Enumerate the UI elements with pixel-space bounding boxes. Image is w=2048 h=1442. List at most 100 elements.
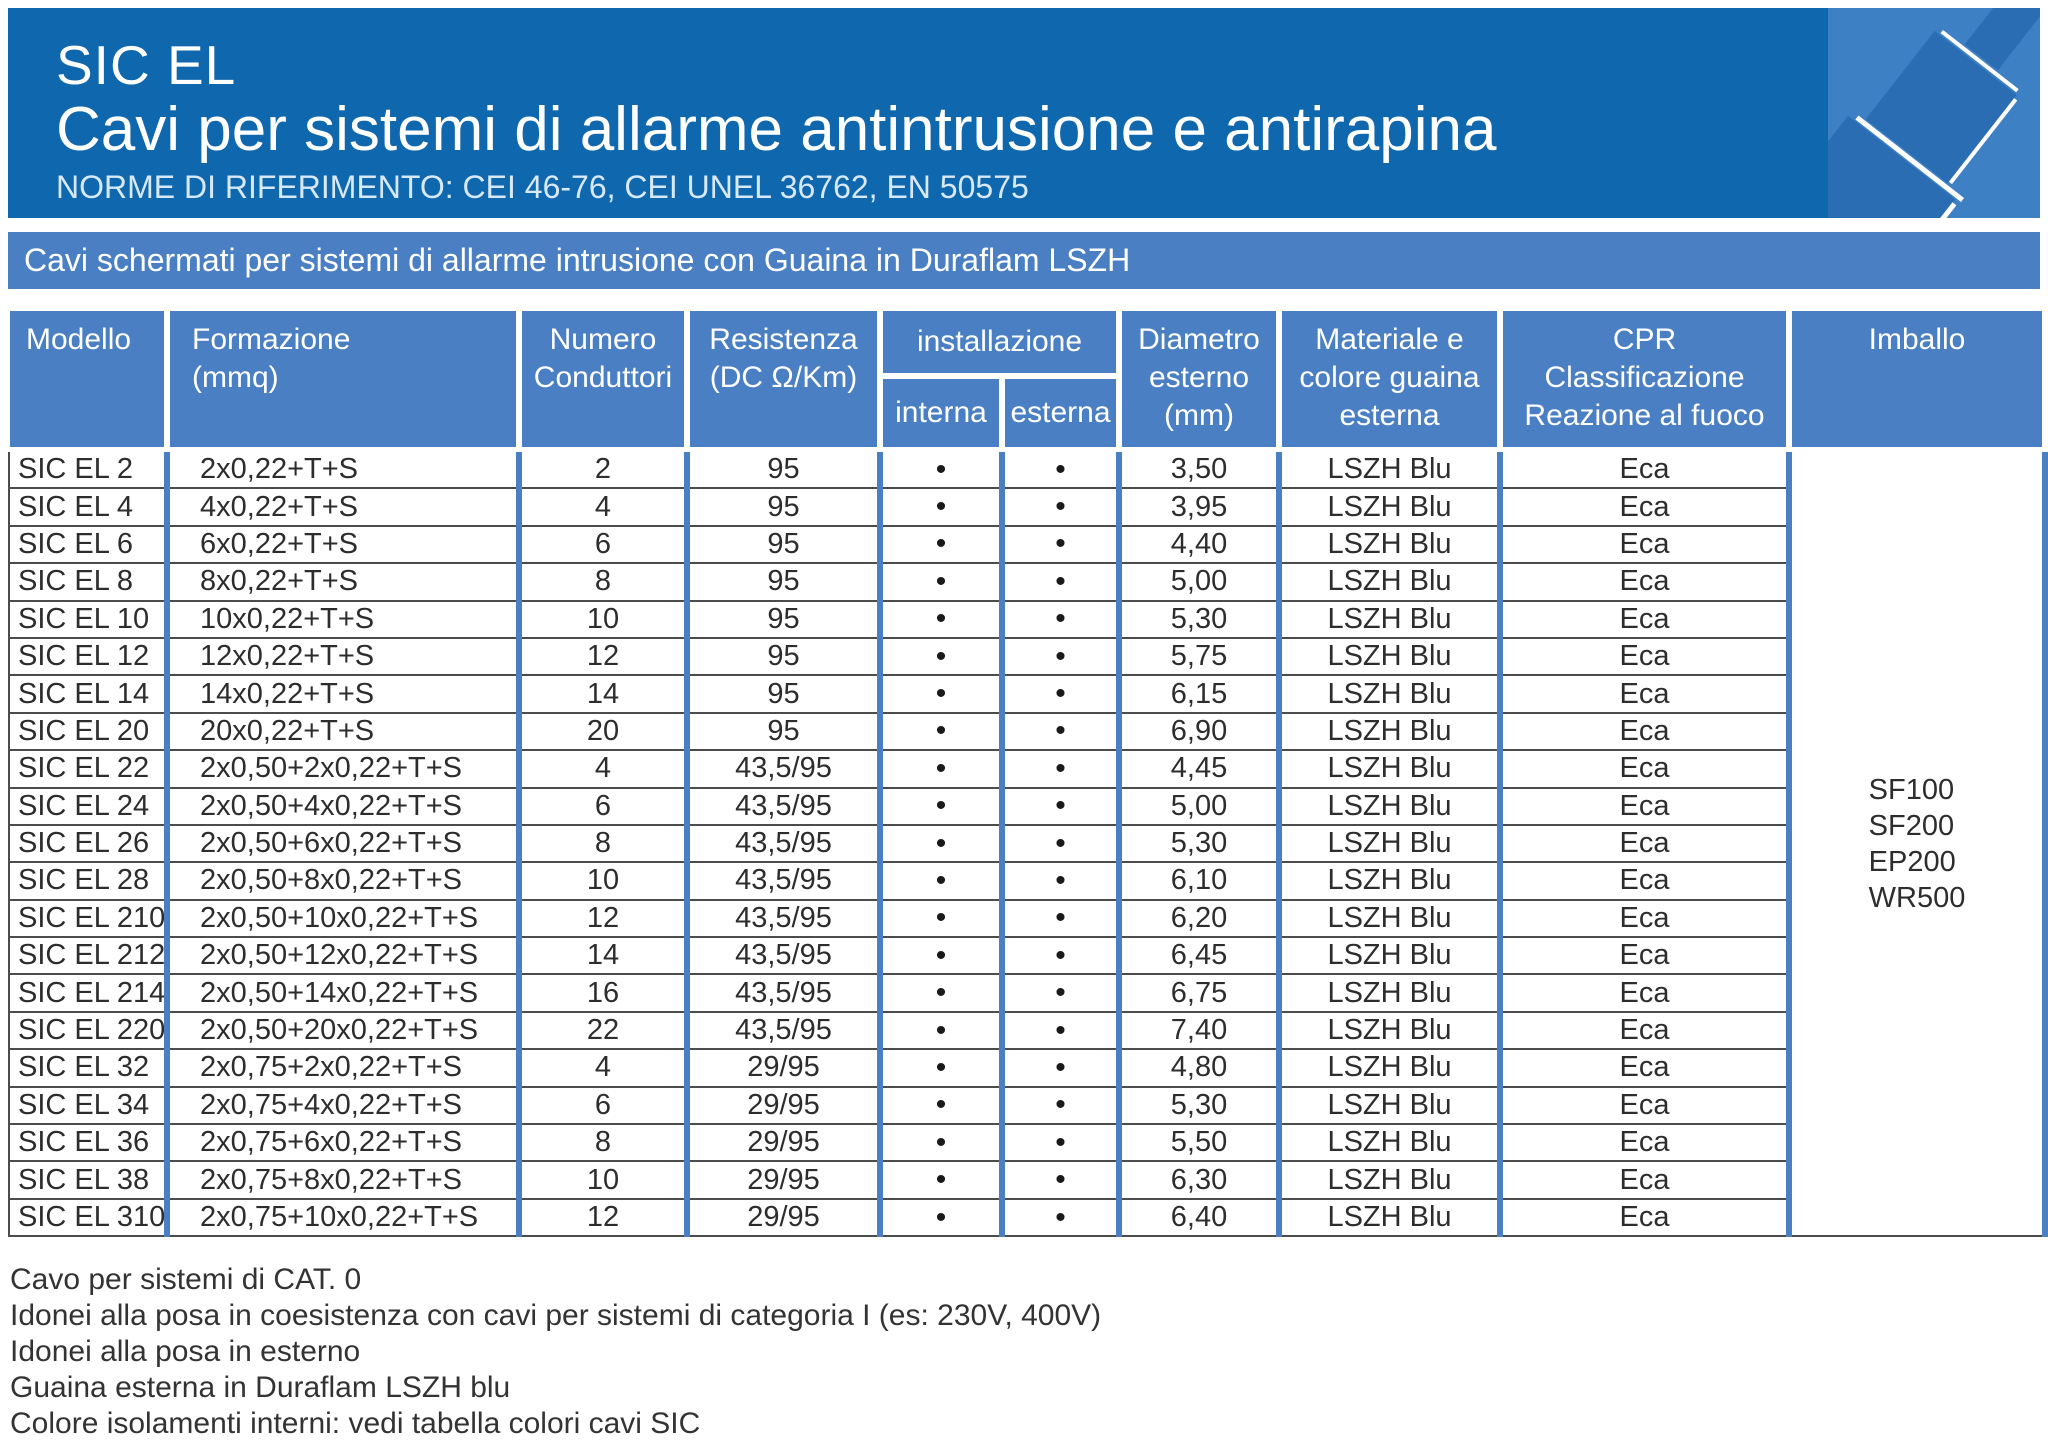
cell-guaina: LSZH Blu [1282, 564, 1497, 602]
cell-esterna: • [1005, 452, 1116, 490]
cell-diametro: 6,10 [1122, 863, 1276, 901]
cell-guaina: LSZH Blu [1282, 1012, 1497, 1051]
header-cell-imballo: Imballo [1792, 311, 2042, 447]
note-line: Idonei alla posa in esterno [10, 1335, 361, 1368]
cell-resistenza: 29/95 [690, 1087, 877, 1126]
cell-modello: SIC EL 28 [10, 863, 164, 901]
cell-esterna: • [1005, 676, 1116, 714]
cell-interna: • [883, 1050, 999, 1088]
cell-modello: SIC EL 36 [10, 1125, 164, 1163]
cell-cpr: Eca [1503, 938, 1786, 976]
cell-interna: • [883, 900, 999, 939]
cell-resistenza: 95 [690, 713, 877, 752]
cell-conduttori: 12 [522, 1199, 684, 1238]
cell-esterna: • [1005, 1012, 1116, 1051]
cell-modello: SIC EL 12 [10, 638, 164, 677]
cell-conduttori: 10 [522, 601, 684, 639]
cell-guaina: LSZH Blu [1282, 863, 1497, 901]
cell-interna: • [883, 975, 999, 1013]
cell-formazione: 12x0,22+T+S [170, 638, 516, 677]
cell-formazione: 10x0,22+T+S [170, 601, 516, 639]
cell-cpr: Eca [1503, 825, 1786, 864]
cell-cpr: Eca [1503, 1012, 1786, 1051]
cell-diametro: 4,40 [1122, 526, 1276, 565]
cell-interna: • [883, 676, 999, 714]
cell-guaina: LSZH Blu [1282, 489, 1497, 527]
cell-guaina: LSZH Blu [1282, 1125, 1497, 1163]
cell-resistenza: 29/95 [690, 1199, 877, 1238]
cell-conduttori: 22 [522, 1012, 684, 1051]
cell-esterna: • [1005, 1050, 1116, 1088]
cell-cpr: Eca [1503, 863, 1786, 901]
cell-conduttori: 8 [522, 825, 684, 864]
cable-icon [1675, 0, 2048, 423]
cell-esterna: • [1005, 825, 1116, 864]
cell-diametro: 4,45 [1122, 751, 1276, 789]
cell-interna: • [883, 601, 999, 639]
cell-cpr: Eca [1503, 489, 1786, 527]
header-cell-cpr: CPR Classificazione Reazione al fuoco [1503, 311, 1786, 447]
cell-formazione: 2x0,75+2x0,22+T+S [170, 1050, 516, 1088]
cell-diametro: 6,90 [1122, 713, 1276, 752]
cell-conduttori: 16 [522, 975, 684, 1013]
cell-modello: SIC EL 220 [10, 1012, 164, 1051]
cell-esterna: • [1005, 526, 1116, 565]
cell-guaina: LSZH Blu [1282, 788, 1497, 826]
cell-guaina: LSZH Blu [1282, 938, 1497, 976]
cell-guaina: LSZH Blu [1282, 900, 1497, 939]
cell-esterna: • [1005, 564, 1116, 602]
cell-formazione: 2x0,75+8x0,22+T+S [170, 1162, 516, 1200]
cell-conduttori: 4 [522, 1050, 684, 1088]
cell-diametro: 6,20 [1122, 900, 1276, 939]
cell-formazione: 2x0,75+10x0,22+T+S [170, 1199, 516, 1238]
cell-diametro: 6,15 [1122, 676, 1276, 714]
cell-resistenza: 43,5/95 [690, 1012, 877, 1051]
cell-formazione: 2x0,50+2x0,22+T+S [170, 751, 516, 789]
cell-diametro: 6,45 [1122, 938, 1276, 976]
imballo-value: WR500 [1868, 881, 1966, 914]
cell-conduttori: 20 [522, 713, 684, 752]
cell-cpr: Eca [1503, 1087, 1786, 1126]
cell-diametro: 6,30 [1122, 1162, 1276, 1200]
cell-guaina: LSZH Blu [1282, 1050, 1497, 1088]
cell-resistenza: 95 [690, 601, 877, 639]
cell-diametro: 3,95 [1122, 489, 1276, 527]
cell-formazione: 2x0,75+6x0,22+T+S [170, 1125, 516, 1163]
cell-resistenza: 43,5/95 [690, 863, 877, 901]
cell-interna: • [883, 1199, 999, 1238]
cell-resistenza: 29/95 [690, 1050, 877, 1088]
cell-modello: SIC EL 2 [10, 452, 164, 490]
cell-esterna: • [1005, 938, 1116, 976]
cell-interna: • [883, 1125, 999, 1163]
cell-cpr: Eca [1503, 788, 1786, 826]
cell-guaina: LSZH Blu [1282, 601, 1497, 639]
cell-interna: • [883, 713, 999, 752]
cell-diametro: 5,30 [1122, 1087, 1276, 1126]
header-cell-formazione: Formazione (mmq) [170, 311, 516, 447]
cell-formazione: 2x0,50+6x0,22+T+S [170, 825, 516, 864]
cell-conduttori: 2 [522, 452, 684, 490]
cell-interna: • [883, 638, 999, 677]
page-title: SIC EL [56, 34, 237, 96]
cell-guaina: LSZH Blu [1282, 713, 1497, 752]
table-body: SF100 SF200 EP200 WR500 SIC EL 2 2x0,22+T… [8, 452, 2048, 1238]
cell-esterna: • [1005, 1087, 1116, 1126]
cell-formazione: 20x0,22+T+S [170, 713, 516, 752]
cell-conduttori: 6 [522, 526, 684, 565]
cell-cpr: Eca [1503, 564, 1786, 602]
cell-cpr: Eca [1503, 751, 1786, 789]
cell-modello: SIC EL 212 [10, 938, 164, 976]
cell-resistenza: 43,5/95 [690, 788, 877, 826]
cell-formazione: 2x0,50+8x0,22+T+S [170, 863, 516, 901]
cell-esterna: • [1005, 1162, 1116, 1200]
cell-diametro: 5,50 [1122, 1125, 1276, 1163]
cell-modello: SIC EL 10 [10, 601, 164, 639]
cell-esterna: • [1005, 788, 1116, 826]
header-cell-modello: Modello [10, 311, 164, 447]
cell-esterna: • [1005, 975, 1116, 1013]
cell-guaina: LSZH Blu [1282, 975, 1497, 1013]
cell-formazione: 8x0,22+T+S [170, 564, 516, 602]
cell-conduttori: 12 [522, 638, 684, 677]
cell-interna: • [883, 1162, 999, 1200]
